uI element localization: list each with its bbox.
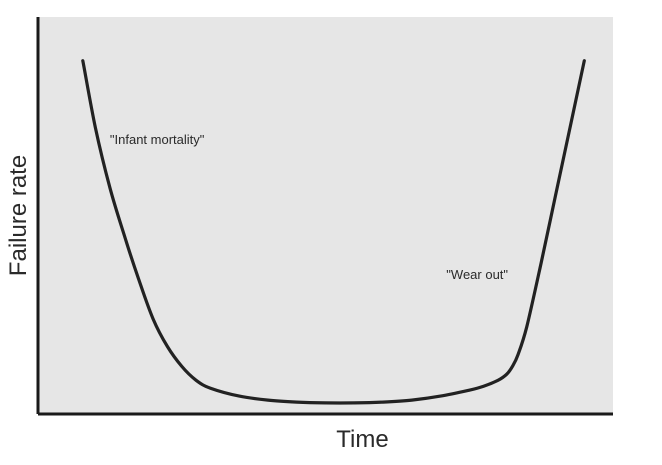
x-axis-label: Time [336, 426, 388, 453]
series-layer [81, 59, 586, 405]
plot-background [38, 17, 613, 414]
annotation-1: "Wear out" [446, 267, 508, 282]
annotation-layer: "Infant mortality" "Wear out" [110, 132, 509, 282]
y-axis-label: Failure rate [5, 155, 32, 276]
annotation-0: "Infant mortality" [110, 132, 205, 147]
bathtub-curve-line [81, 59, 586, 405]
